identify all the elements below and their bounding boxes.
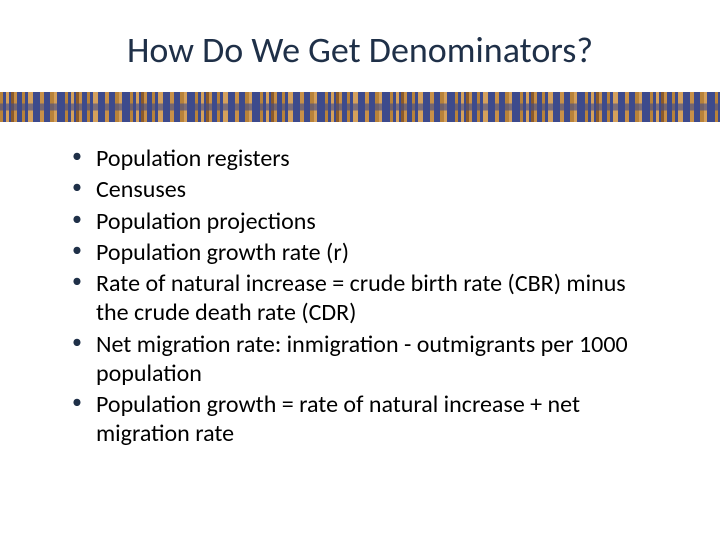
- list-item: Population registers: [60, 144, 660, 173]
- slide-container: How Do We Get Denominators? Population r…: [0, 0, 720, 540]
- decorative-divider: [0, 92, 720, 122]
- content-area: Population registers Censuses Population…: [0, 144, 720, 449]
- list-item: Population projections: [60, 207, 660, 236]
- list-item: Censuses: [60, 175, 660, 204]
- list-item: Population growth rate (r): [60, 238, 660, 267]
- slide-title: How Do We Get Denominators?: [0, 28, 720, 92]
- list-item: Rate of natural increase = crude birth r…: [60, 269, 660, 328]
- bullet-list: Population registers Censuses Population…: [60, 144, 660, 449]
- list-item: Population growth = rate of natural incr…: [60, 390, 660, 449]
- list-item: Net migration rate: inmigration - outmig…: [60, 330, 660, 389]
